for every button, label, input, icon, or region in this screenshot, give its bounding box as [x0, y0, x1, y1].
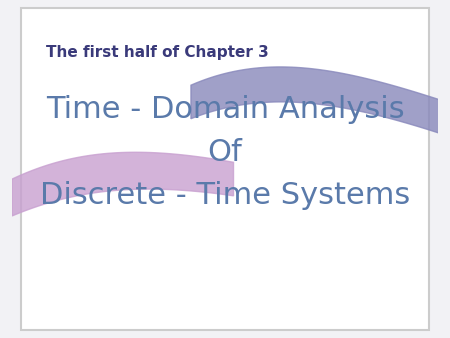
Text: The first half of Chapter 3: The first half of Chapter 3 [46, 45, 269, 60]
Polygon shape [12, 152, 234, 216]
Polygon shape [191, 67, 446, 136]
Text: Time - Domain Analysis
Of
Discrete - Time Systems: Time - Domain Analysis Of Discrete - Tim… [40, 95, 410, 210]
FancyBboxPatch shape [21, 8, 429, 330]
